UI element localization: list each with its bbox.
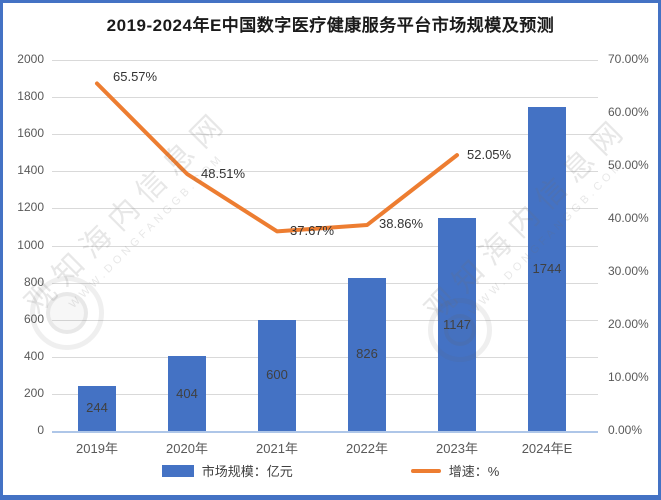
bar-value-label: 1744 (532, 261, 562, 277)
growth-rate-label: 38.86% (379, 216, 424, 232)
growth-rate-label: 52.05% (467, 147, 512, 163)
gridline (52, 171, 598, 173)
y-axis-tick-left: 400 (23, 348, 44, 363)
y-axis-tick-left: 800 (23, 274, 44, 289)
legend-line-swatch-icon (410, 468, 441, 473)
y-axis-tick-right: 20.00% (608, 317, 649, 331)
y-axis-tick-right: 70.00% (608, 52, 649, 66)
gridline (52, 319, 598, 321)
y-axis-tick-left: 1200 (17, 200, 44, 215)
gridline (52, 134, 598, 136)
bar-2021年 (258, 319, 296, 431)
legend-item-growth-rate: 增速：% (410, 461, 500, 480)
y-axis-tick-left: 200 (23, 385, 44, 400)
x-axis-label: 2024年E (521, 441, 573, 456)
y-axis-tick-left: 1600 (17, 126, 44, 141)
bar-2024年E (528, 107, 566, 431)
y-axis-tick-left: 1400 (17, 163, 44, 178)
x-axis-label: 2021年 (256, 441, 298, 456)
x-axis-label: 2022年 (346, 441, 388, 456)
growth-rate-label: 48.51% (201, 165, 246, 181)
bar-2020年 (168, 356, 206, 431)
legend-bar-label: 市场规模：亿元 (201, 464, 293, 479)
y-axis-tick-left: 1000 (17, 237, 44, 252)
y-axis-tick-left: 1800 (17, 89, 44, 104)
bar-value-label: 1147 (443, 316, 471, 332)
gridline (52, 356, 598, 358)
y-axis-tick-right: 30.00% (608, 264, 649, 278)
bar-2023年 (438, 218, 476, 431)
y-axis-tick-right: 60.00% (608, 105, 649, 119)
bar-value-label: 600 (266, 367, 288, 383)
growth-rate-line (95, 81, 459, 234)
legend: 市场规模：亿元 增速：% (0, 461, 661, 480)
bar-value-label: 826 (356, 346, 378, 362)
legend-line-label: 增速：% (448, 464, 500, 479)
gridline (52, 245, 598, 247)
y-axis-tick-right: 50.00% (608, 158, 649, 172)
growth-rate-label: 37.67% (290, 223, 335, 239)
y-axis-tick-right: 40.00% (608, 211, 649, 225)
y-axis-tick-right: 10.00% (608, 370, 649, 384)
y-axis-tick-left: 0 (37, 423, 44, 437)
x-axis-label: 2020年 (166, 441, 208, 456)
bar-2022年 (348, 277, 386, 431)
y-axis-tick-right: 0.00% (608, 423, 643, 437)
x-axis-label: 2019年 (76, 441, 118, 456)
bar-2019年 (78, 385, 116, 431)
gridline (52, 97, 598, 99)
gridline (52, 60, 598, 61)
x-axis-label: 2023年 (436, 441, 478, 456)
legend-bar-swatch-icon (161, 464, 194, 477)
bar-value-label: 404 (176, 385, 198, 401)
y-axis-tick-left: 600 (23, 311, 44, 326)
growth-rate-label: 65.57% (113, 69, 158, 85)
gridline (52, 208, 598, 210)
x-axis-line (52, 431, 598, 433)
bar-value-label: 244 (86, 400, 108, 416)
chart-title: 2019-2024年E中国数字医疗健康服务平台市场规模及预测 (106, 16, 555, 35)
legend-item-market-size: 市场规模：亿元 (161, 461, 293, 480)
gridline (52, 393, 598, 395)
y-axis-tick-left: 2000 (17, 52, 44, 66)
gridline (52, 282, 598, 284)
